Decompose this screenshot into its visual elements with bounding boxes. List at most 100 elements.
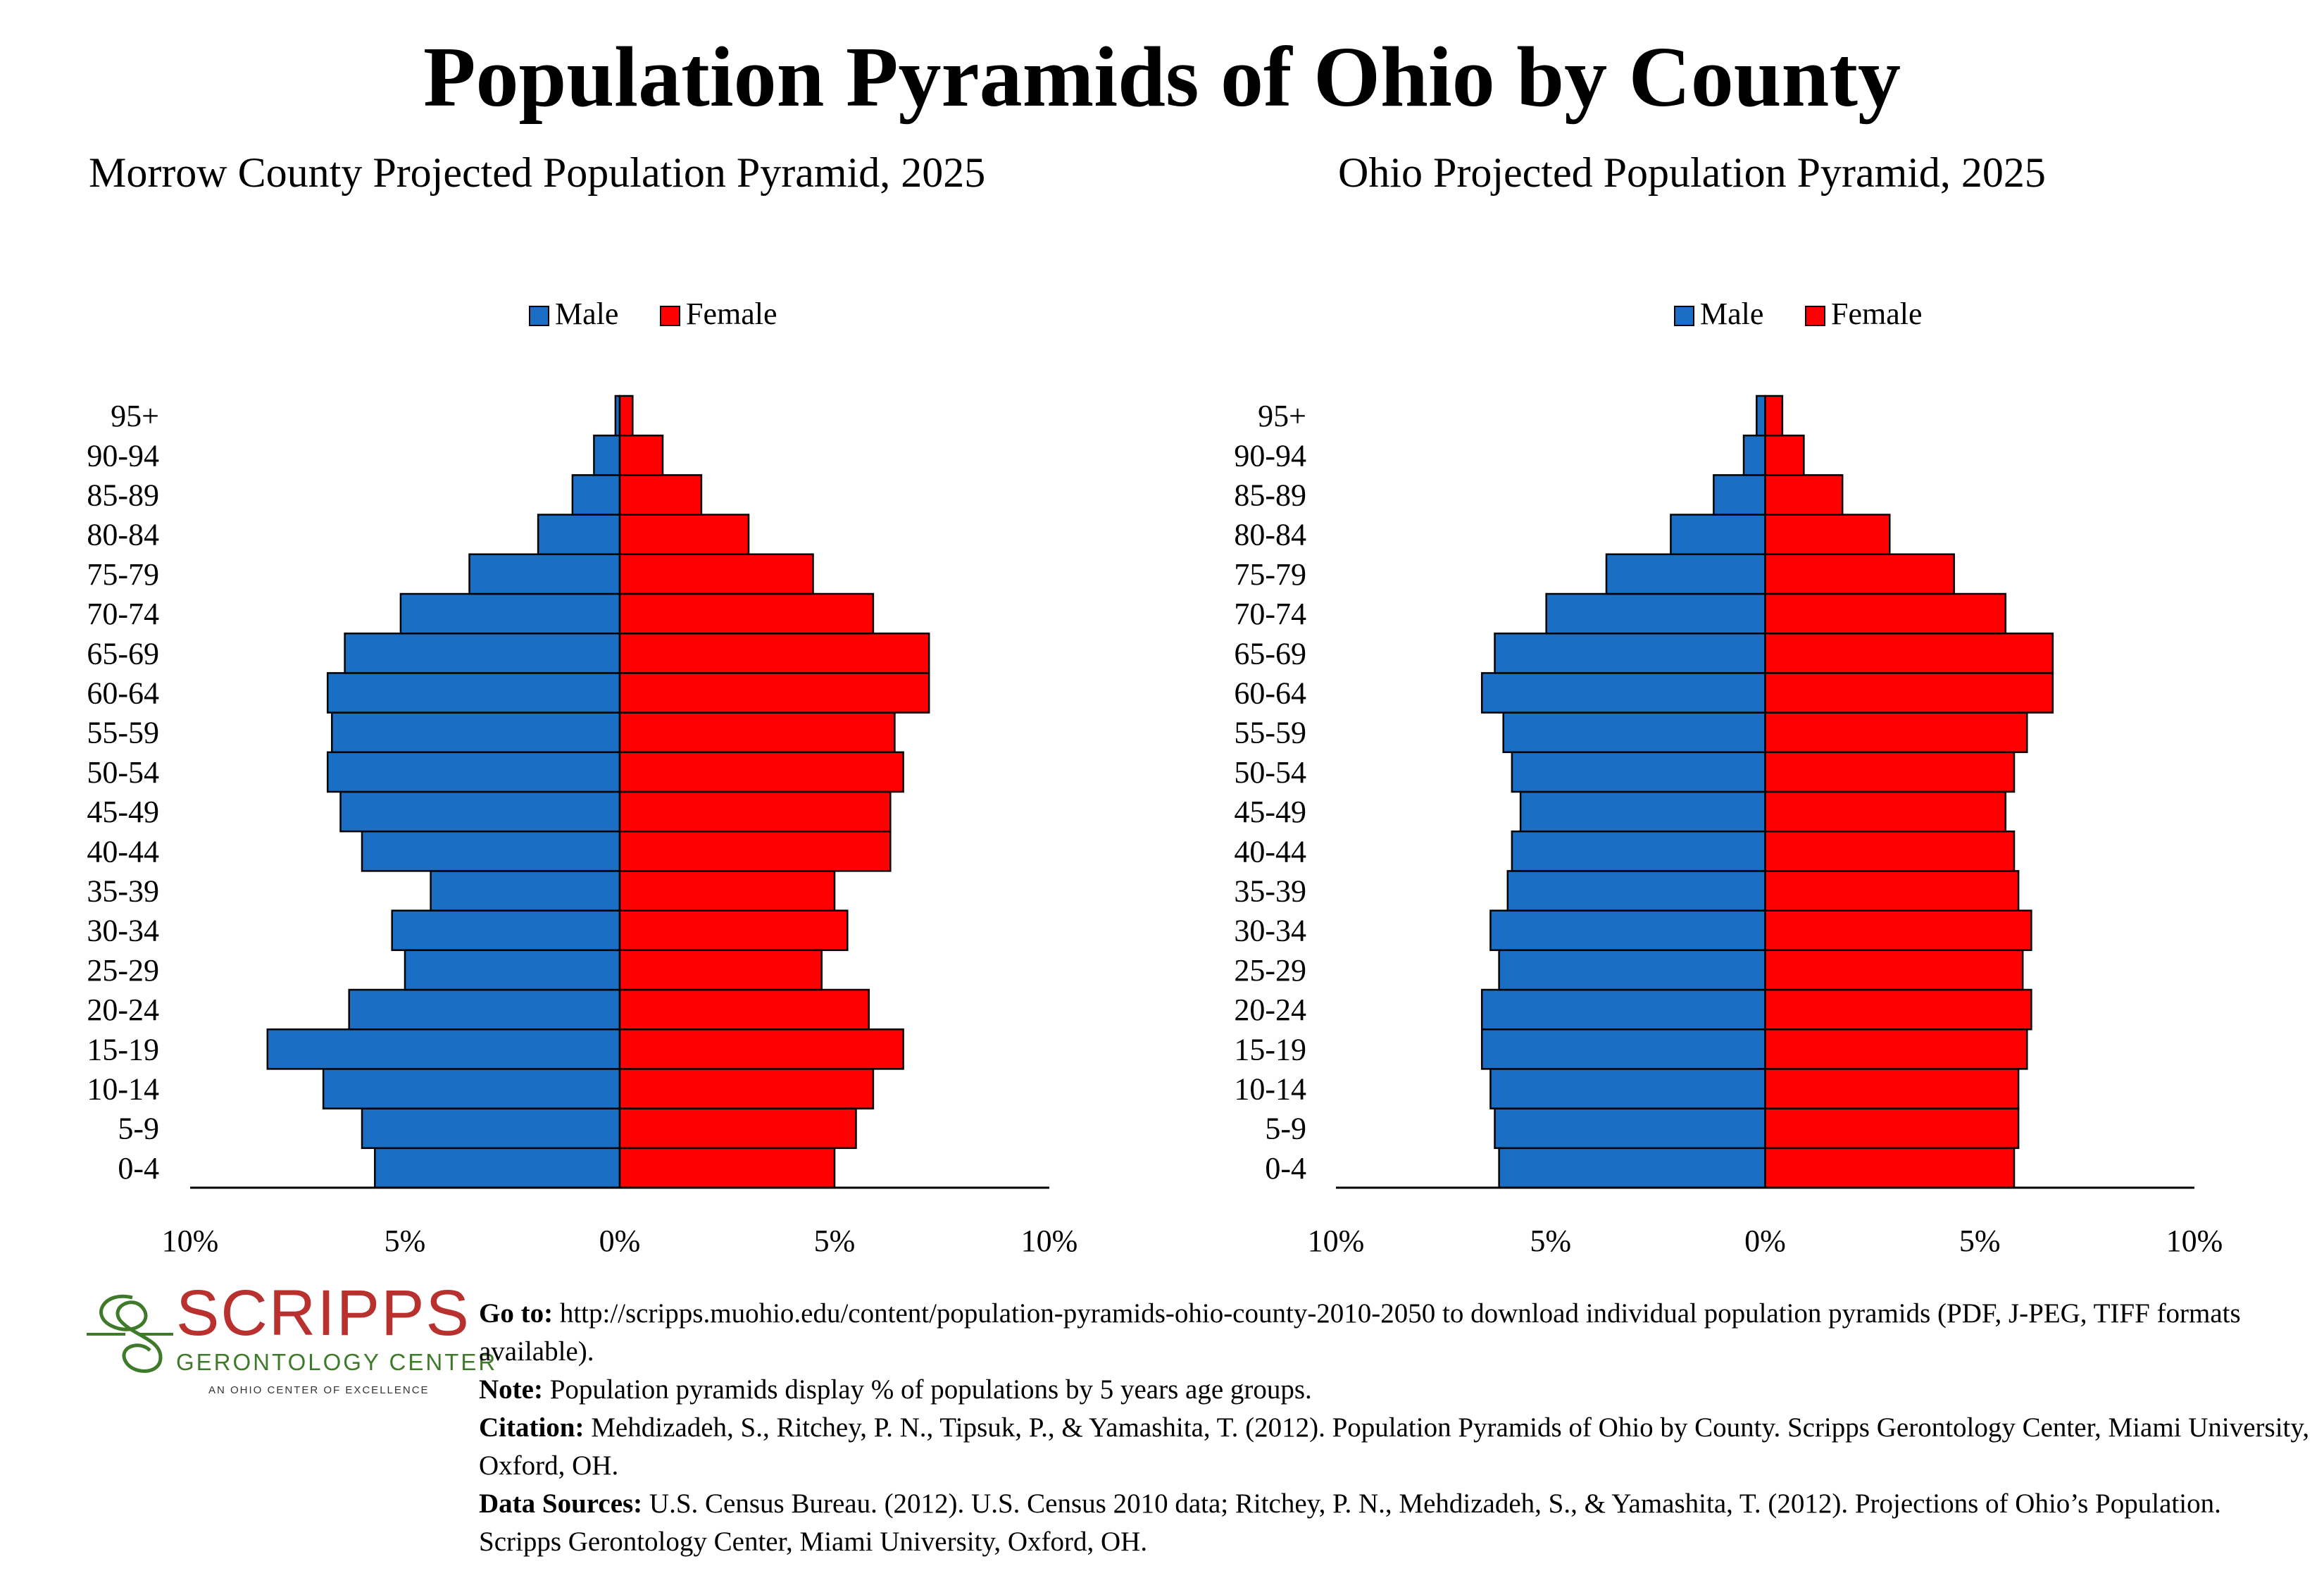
bar-female-50-54 <box>618 751 904 793</box>
bar-male-30-34 <box>391 909 621 952</box>
legend-label-male: Male <box>1700 297 1763 331</box>
bar-male-0-4 <box>1498 1147 1766 1189</box>
bar-male-25-29 <box>1498 949 1766 991</box>
age-label-30-34: 30-34 <box>87 914 159 948</box>
age-label-0-4: 0-4 <box>1265 1151 1306 1186</box>
bar-male-95+ <box>1756 394 1766 437</box>
bar-female-10-14 <box>1764 1068 2020 1110</box>
legend-swatch-female <box>660 306 680 326</box>
bar-female-90-94 <box>1764 434 1805 476</box>
bar-male-5-9 <box>361 1107 621 1150</box>
bar-female-15-19 <box>1764 1028 2028 1070</box>
chart-title-ohio: Ohio Projected Population Pyramid, 2025 <box>1338 149 2046 196</box>
notes-block: Go to: http://scripps.muohio.edu/content… <box>479 1295 2310 1561</box>
scripps-logo: SCRIPPS GERONTOLOGY CENTER AN OHIO CENTE… <box>83 1278 495 1403</box>
age-label-50-54: 50-54 <box>1234 755 1306 790</box>
bar-female-60-64 <box>1764 672 2054 714</box>
age-label-75-79: 75-79 <box>1234 557 1306 592</box>
bar-female-95+ <box>618 394 634 437</box>
age-label-70-74: 70-74 <box>87 597 159 631</box>
age-label-75-79: 75-79 <box>87 557 159 592</box>
age-label-80-84: 80-84 <box>87 518 159 552</box>
bar-female-30-34 <box>618 909 849 952</box>
x-tick-label: 5% <box>1530 1224 1571 1258</box>
bar-male-65-69 <box>1494 632 1766 674</box>
age-label-25-29: 25-29 <box>87 953 159 988</box>
bar-male-40-44 <box>1511 830 1766 872</box>
age-label-60-64: 60-64 <box>1234 676 1306 711</box>
bar-female-0-4 <box>618 1147 836 1189</box>
bar-female-35-39 <box>1764 870 2020 912</box>
note-label: Note: <box>479 1374 543 1405</box>
age-label-10-14: 10-14 <box>1234 1072 1306 1107</box>
bar-female-25-29 <box>1764 949 2024 991</box>
bar-male-80-84 <box>1670 514 1766 556</box>
logo-subtitle: GERONTOLOGY CENTER <box>176 1349 498 1375</box>
bar-male-85-89 <box>571 474 621 516</box>
bar-male-65-69 <box>344 632 621 674</box>
age-label-0-4: 0-4 <box>118 1151 159 1186</box>
bar-female-40-44 <box>618 830 892 872</box>
age-label-10-14: 10-14 <box>87 1072 159 1107</box>
bar-male-0-4 <box>374 1147 621 1189</box>
x-tick-label: 5% <box>814 1224 856 1258</box>
age-label-65-69: 65-69 <box>1234 636 1306 671</box>
age-label-60-64: 60-64 <box>87 676 159 711</box>
age-label-35-39: 35-39 <box>87 874 159 909</box>
citation-text: Mehdizadeh, S., Ritchey, P. N., Tipsuk, … <box>479 1412 2310 1481</box>
age-label-5-9: 5-9 <box>1265 1112 1306 1146</box>
citation-label: Citation: <box>479 1412 585 1443</box>
logo-wordmark: SCRIPPS <box>176 1277 470 1349</box>
bar-male-90-94 <box>1742 434 1766 476</box>
bar-female-50-54 <box>1764 751 2016 793</box>
bar-female-80-84 <box>618 514 750 556</box>
bar-female-20-24 <box>618 988 870 1031</box>
goto-text: http://scripps.muohio.edu/content/popula… <box>479 1298 2241 1367</box>
bar-female-45-49 <box>618 790 892 833</box>
bar-male-50-54 <box>326 751 621 793</box>
bar-male-45-49 <box>1519 790 1766 833</box>
bar-female-75-79 <box>1764 553 1955 595</box>
bar-female-65-69 <box>1764 632 2054 674</box>
bar-female-80-84 <box>1764 514 1891 556</box>
bar-female-5-9 <box>1764 1107 2020 1150</box>
bar-male-10-14 <box>1489 1068 1766 1110</box>
legend-swatch-female <box>1805 306 1825 326</box>
age-label-45-49: 45-49 <box>1234 795 1306 829</box>
bar-male-15-19 <box>266 1028 621 1070</box>
age-label-40-44: 40-44 <box>87 834 159 869</box>
bar-female-85-89 <box>1764 474 1844 516</box>
population-pyramid-charts: 0-4 5-9 10-14 15-19 20-24 25-29 30-34 35-39 40-4… <box>87 297 2223 1258</box>
bar-female-35-39 <box>618 870 836 912</box>
x-tick-label: 10% <box>162 1224 219 1258</box>
bar-female-95+ <box>1764 394 1784 437</box>
x-tick-label: 0% <box>599 1224 641 1258</box>
bar-male-55-59 <box>331 711 621 754</box>
citation-note: Citation: Mehdizadeh, S., Ritchey, P. N.… <box>479 1409 2310 1485</box>
age-label-5-9: 5-9 <box>118 1112 159 1146</box>
bar-male-5-9 <box>1494 1107 1766 1150</box>
age-label-85-89: 85-89 <box>87 478 159 513</box>
sources-text: U.S. Census Bureau. (2012). U.S. Census … <box>479 1488 2221 1557</box>
bar-male-35-39 <box>430 870 621 912</box>
bar-male-55-59 <box>1502 711 1766 754</box>
goto-note: Go to: http://scripps.muohio.edu/content… <box>479 1295 2310 1371</box>
bar-female-30-34 <box>1764 909 2032 952</box>
legend-label-female: Female <box>1831 297 1923 331</box>
legend-label-male: Male <box>555 297 618 331</box>
x-tick-label: 5% <box>385 1224 426 1258</box>
age-label-90-94: 90-94 <box>87 438 159 473</box>
bar-male-85-89 <box>1713 474 1766 516</box>
age-label-85-89: 85-89 <box>1234 478 1306 513</box>
age-label-90-94: 90-94 <box>1234 438 1306 473</box>
bar-male-90-94 <box>593 434 621 476</box>
age-label-35-39: 35-39 <box>1234 874 1306 909</box>
bar-female-0-4 <box>1764 1147 2016 1189</box>
page-title: Population Pyramids of Ohio by County <box>423 30 1901 125</box>
age-label-55-59: 55-59 <box>1234 716 1306 750</box>
bar-female-55-59 <box>618 711 896 754</box>
bar-male-60-64 <box>1480 672 1766 714</box>
bar-male-20-24 <box>348 988 621 1031</box>
bar-female-65-69 <box>618 632 930 674</box>
bar-female-75-79 <box>618 553 814 595</box>
